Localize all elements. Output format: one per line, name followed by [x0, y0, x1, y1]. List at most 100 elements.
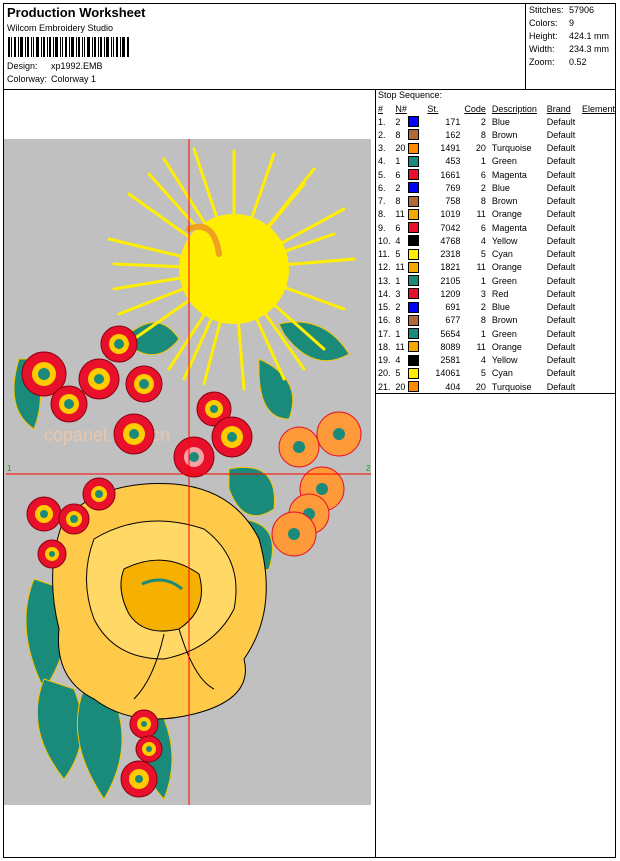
row-code: 3: [480, 288, 486, 299]
table-row: 2. 8 162 8 Brown Default: [376, 128, 615, 141]
page-title: Production Worksheet: [7, 5, 146, 20]
row-swatch: [408, 261, 427, 274]
row-brand: Default: [546, 315, 576, 326]
row-index: 5.: [378, 169, 386, 180]
table-row: 15. 2 691 2 Blue Default: [376, 301, 615, 314]
col-brand: Brand: [546, 103, 571, 114]
row-needle: 8: [395, 196, 401, 207]
row-description: Turquoise: [491, 381, 532, 392]
table-header-row: # N# St. Code Description Brand Element: [376, 102, 615, 115]
row-element: [582, 327, 615, 340]
row-needle: 3: [395, 288, 401, 299]
row-brand: Default: [546, 129, 576, 140]
row-description: Orange: [491, 341, 522, 352]
color-swatch: [408, 142, 420, 154]
row-needle: 8: [395, 315, 401, 326]
color-swatch: [408, 341, 420, 353]
vendor-name: Wilcom Embroidery Studio: [7, 23, 114, 33]
row-index: 3.: [378, 143, 386, 154]
row-needle: 1: [395, 156, 401, 167]
row-index: 8.: [378, 209, 386, 220]
design-label: Design:: [7, 61, 38, 71]
row-description: Yellow: [491, 355, 518, 366]
row-code: 20: [475, 381, 486, 392]
row-stitches: 8089: [440, 341, 461, 352]
row-swatch: [408, 115, 427, 128]
row-needle: 5: [395, 368, 401, 379]
row-stitches: 2105: [440, 275, 461, 286]
row-index: 1.: [378, 116, 386, 127]
table-row: 16. 8 677 8 Brown Default: [376, 314, 615, 327]
design-value: xp1992.EMB: [51, 61, 103, 71]
row-brand: Default: [546, 368, 576, 379]
row-index: 21.: [378, 381, 391, 392]
row-code: 11: [476, 262, 486, 273]
table-row: 18. 11 8089 11 Orange Default: [376, 340, 615, 353]
row-code: 20: [475, 143, 486, 154]
row-index: 4.: [378, 156, 386, 167]
header-info: Production Worksheet Wilcom Embroidery S…: [4, 4, 525, 89]
row-index: 12.: [378, 262, 391, 273]
row-description: Orange: [491, 209, 522, 220]
row-element: [582, 115, 615, 128]
color-swatch: [408, 261, 420, 273]
row-description: Cyan: [491, 368, 513, 379]
row-code: 8: [480, 196, 486, 207]
row-needle: 20: [395, 143, 406, 154]
col-description: Description: [491, 103, 537, 114]
row-description: Green: [491, 156, 517, 167]
row-description: Brown: [491, 196, 518, 207]
stop-sequence-rows: 1. 2 171 2 Blue Default 2. 8 162 8 Brown Default 3. 2…: [376, 115, 615, 393]
row-swatch: [408, 274, 427, 287]
row-needle: 4: [395, 355, 401, 366]
row-element: [582, 128, 615, 141]
row-needle: 8: [395, 129, 401, 140]
row-swatch: [408, 195, 427, 208]
col-element: Element: [581, 103, 615, 114]
row-element: [582, 155, 615, 168]
row-code: 1: [480, 328, 486, 339]
stats-panel: Stitches: 57906 Colors: 9 Height: 424.1 mm …: [525, 4, 616, 89]
row-element: [582, 195, 615, 208]
crosshair-marker-right: 2: [366, 464, 371, 473]
row-stitches: 1491: [440, 143, 461, 154]
row-element: [582, 340, 615, 353]
row-needle: 20: [395, 381, 406, 392]
row-stitches: 5654: [440, 328, 461, 339]
row-description: Brown: [491, 315, 518, 326]
color-swatch: [408, 314, 420, 326]
stop-sequence-panel: Stop Sequence: # N# St. Code Description…: [376, 89, 615, 857]
colorway-label: Colorway:: [7, 74, 48, 84]
row-stitches: 4768: [440, 235, 461, 246]
row-needle: 11: [395, 341, 405, 352]
row-index: 19.: [378, 355, 391, 366]
stat-colors: Colors: 9: [529, 18, 575, 28]
col-swatch: [408, 102, 427, 115]
row-code: 2: [480, 302, 486, 313]
chrysanthemum-flower: [107, 147, 356, 391]
color-swatch: [408, 195, 420, 207]
row-element: [582, 208, 615, 221]
row-element: [582, 274, 615, 287]
col-needle: N#: [395, 103, 407, 114]
table-row: 1. 2 171 2 Blue Default: [376, 115, 615, 128]
row-description: Turquoise: [491, 143, 532, 154]
row-brand: Default: [546, 341, 576, 352]
row-stitches: 769: [445, 182, 461, 193]
row-swatch: [408, 168, 427, 181]
row-swatch: [408, 301, 427, 314]
row-needle: 2: [395, 182, 401, 193]
row-swatch: [408, 181, 427, 194]
row-index: 20.: [378, 368, 391, 379]
row-brand: Default: [546, 302, 576, 313]
table-row: 4. 1 453 1 Green Default: [376, 155, 615, 168]
row-swatch: [408, 208, 427, 221]
row-element: [582, 261, 615, 274]
row-needle: 6: [395, 222, 401, 233]
row-index: 16.: [378, 315, 391, 326]
row-swatch: [408, 128, 427, 141]
row-element: [582, 234, 615, 247]
table-row: 5. 6 1661 6 Magenta Default: [376, 168, 615, 181]
row-stitches: 1019: [440, 209, 461, 220]
table-row: 17. 1 5654 1 Green Default: [376, 327, 615, 340]
